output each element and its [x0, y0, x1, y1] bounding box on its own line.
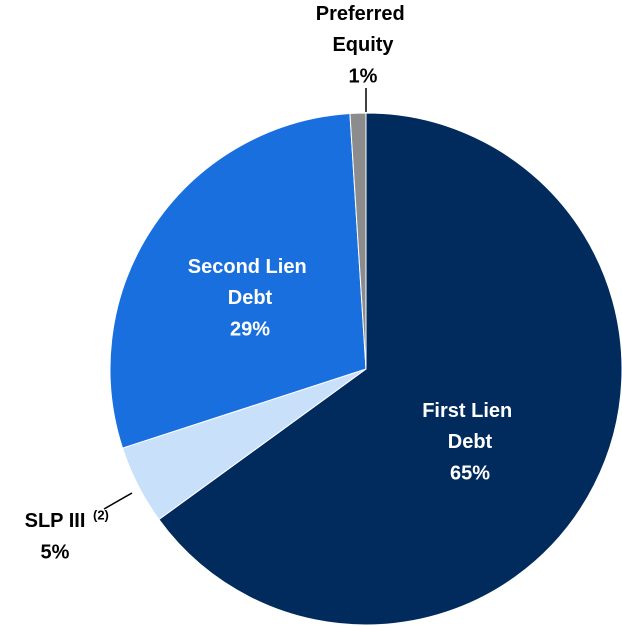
slice-label: SLP III	[25, 510, 86, 532]
slice-label: First Lien Debt	[422, 400, 518, 453]
footnote-mark: (2)	[93, 507, 109, 522]
slice-label: Preferred Equity	[316, 3, 411, 56]
pie-slice	[349, 112, 367, 370]
value-label: 29%	[230, 318, 270, 340]
value-label: 1%	[349, 65, 378, 87]
value-label: 65%	[450, 462, 490, 484]
leader-line	[103, 492, 133, 510]
pie-slice	[158, 112, 622, 626]
slice-label: Second Lien Debt	[188, 256, 312, 309]
value-label: 5%	[41, 541, 70, 563]
pie-slice	[109, 112, 367, 449]
